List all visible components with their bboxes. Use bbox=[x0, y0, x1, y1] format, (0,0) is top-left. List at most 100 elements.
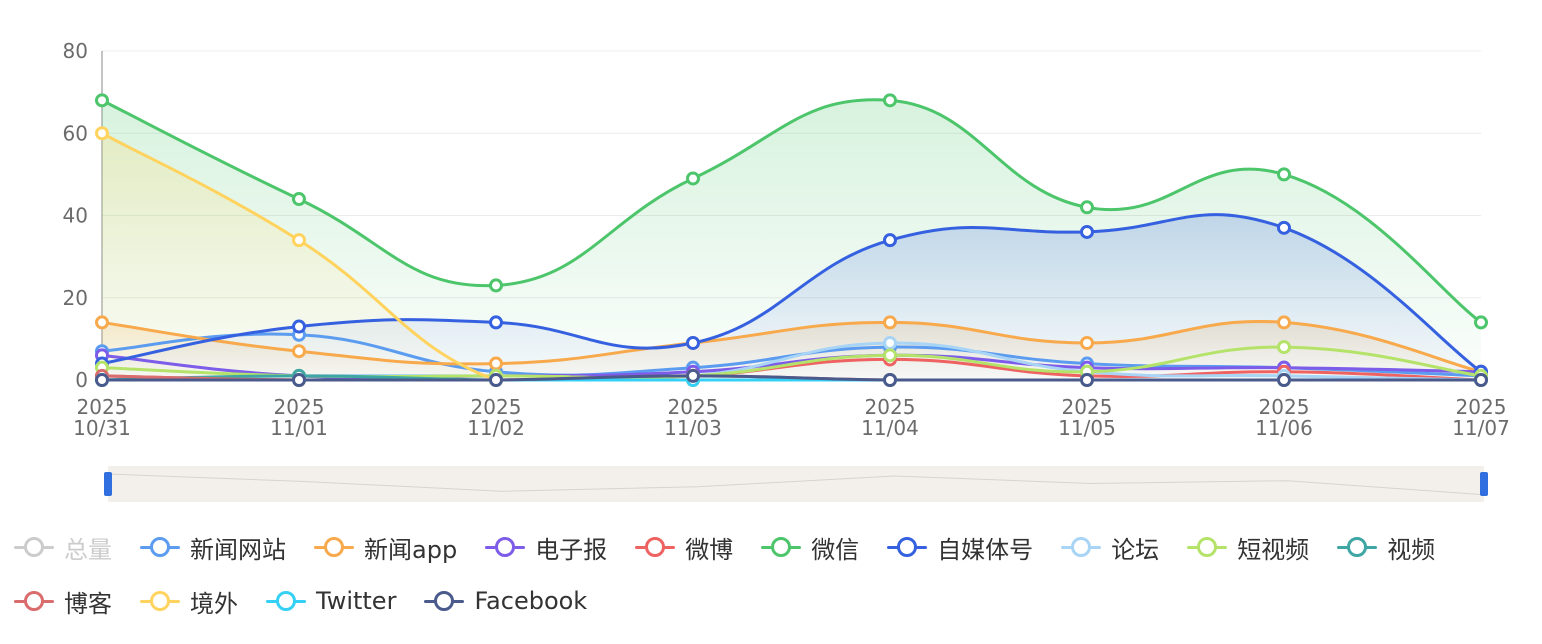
data-point-新闻app[interactable] bbox=[1277, 315, 1291, 330]
x-tick-label-year: 2025 bbox=[1062, 395, 1113, 419]
legend-item[interactable]: 境外 bbox=[140, 584, 238, 619]
legend-item[interactable]: 总量 bbox=[14, 530, 112, 565]
legend-marker-icon bbox=[887, 535, 928, 559]
data-point-新闻app[interactable] bbox=[883, 315, 897, 330]
data-point-自媒体号[interactable] bbox=[686, 335, 700, 350]
data-point-短视频[interactable] bbox=[883, 348, 897, 363]
legend-marker-icon bbox=[140, 535, 180, 559]
legend-marker-icon bbox=[140, 589, 180, 613]
y-tick-label: 20 bbox=[63, 286, 88, 310]
legend-item[interactable]: 新闻app bbox=[314, 530, 457, 565]
data-point-论坛[interactable] bbox=[883, 335, 897, 350]
x-tick-label-year: 2025 bbox=[1259, 395, 1310, 419]
datazoom-preview-line bbox=[107, 473, 1485, 496]
legend-label: 总量 bbox=[64, 535, 112, 564]
legend-label: 境外 bbox=[190, 589, 238, 618]
data-point-自媒体号[interactable] bbox=[1277, 220, 1291, 235]
legend-item[interactable]: 自媒体号 bbox=[887, 530, 1033, 565]
data-point-Facebook[interactable] bbox=[489, 373, 503, 387]
legend-marker-icon bbox=[14, 535, 54, 559]
data-point-微信[interactable] bbox=[686, 171, 700, 186]
x-tick-label-year: 2025 bbox=[274, 395, 325, 419]
legend-item[interactable]: 微信 bbox=[761, 530, 859, 565]
data-point-Facebook[interactable] bbox=[1474, 373, 1488, 387]
legend-marker-icon bbox=[424, 589, 465, 613]
series-line-微信 bbox=[101, 98, 1482, 324]
legend-marker-icon bbox=[14, 589, 54, 613]
datazoom-start-handle[interactable] bbox=[104, 472, 112, 496]
legend-label: 论坛 bbox=[1111, 535, 1160, 564]
legend-marker-icon bbox=[314, 535, 354, 559]
data-point-微信[interactable] bbox=[883, 93, 897, 108]
legend-label: 微博 bbox=[685, 535, 734, 564]
x-tick-label-year: 2025 bbox=[865, 395, 916, 419]
legend-label: 微信 bbox=[811, 535, 860, 564]
x-tick-label-date: 11/06 bbox=[1255, 416, 1313, 440]
x-tick-label-date: 11/04 bbox=[861, 416, 919, 440]
x-tick-label-date: 11/01 bbox=[270, 416, 328, 440]
legend-item[interactable]: 博客 bbox=[14, 584, 112, 619]
legend-item[interactable]: Twitter bbox=[266, 587, 396, 615]
legend-marker-icon bbox=[761, 535, 802, 559]
legend-label: Facebook bbox=[474, 587, 588, 615]
legend-label: 博客 bbox=[64, 589, 112, 618]
data-point-新闻app[interactable] bbox=[292, 344, 306, 359]
data-point-新闻app[interactable] bbox=[95, 315, 109, 330]
series-line-自媒体号 bbox=[101, 213, 1482, 374]
legend-label: 新闻网站 bbox=[190, 535, 286, 564]
legend-item[interactable]: Facebook bbox=[424, 587, 587, 615]
legend-item[interactable]: 短视频 bbox=[1187, 530, 1309, 565]
series-area-境外 bbox=[102, 133, 1481, 380]
legend-label: 视频 bbox=[1387, 535, 1436, 564]
data-point-境外[interactable] bbox=[95, 126, 109, 141]
data-point-微信[interactable] bbox=[489, 278, 503, 293]
data-point-微信[interactable] bbox=[1080, 200, 1094, 215]
data-point-Facebook[interactable] bbox=[292, 373, 306, 387]
x-tick-label-date: 11/03 bbox=[664, 416, 722, 440]
data-point-微信[interactable] bbox=[1277, 167, 1291, 182]
y-tick-label: 80 bbox=[63, 39, 88, 63]
legend-marker-icon bbox=[1337, 535, 1378, 559]
y-tick-label: 0 bbox=[75, 368, 88, 392]
legend-marker-icon bbox=[1187, 535, 1228, 559]
data-point-自媒体号[interactable] bbox=[1080, 224, 1094, 239]
legend-label: 自媒体号 bbox=[937, 535, 1034, 564]
data-point-Facebook[interactable] bbox=[95, 373, 109, 387]
legend-marker-icon bbox=[266, 589, 306, 613]
data-point-Facebook[interactable] bbox=[686, 368, 700, 383]
data-point-新闻app[interactable] bbox=[1080, 335, 1094, 350]
legend-marker-icon bbox=[635, 535, 676, 559]
legend-item[interactable]: 新闻网站 bbox=[140, 530, 286, 565]
x-tick-label-year: 2025 bbox=[668, 395, 719, 419]
data-point-自媒体号[interactable] bbox=[489, 315, 503, 330]
legend-row: 博客 境外 Twitter Facebook bbox=[14, 576, 1534, 626]
series-line-新闻app bbox=[101, 320, 1482, 374]
data-point-自媒体号[interactable] bbox=[883, 233, 897, 248]
data-point-自媒体号[interactable] bbox=[292, 319, 306, 334]
legend-item[interactable]: 视频 bbox=[1337, 530, 1435, 565]
legend-label: 电子报 bbox=[535, 535, 608, 564]
data-point-微信[interactable] bbox=[95, 93, 109, 108]
data-point-新闻app[interactable] bbox=[489, 356, 503, 371]
datazoom-track[interactable] bbox=[108, 466, 1484, 502]
datazoom-end-handle[interactable] bbox=[1480, 472, 1488, 496]
data-point-Facebook[interactable] bbox=[1277, 373, 1291, 387]
legend-item[interactable]: 论坛 bbox=[1061, 530, 1159, 565]
data-point-微信[interactable] bbox=[292, 192, 306, 207]
chart-legend: 总量 新闻网站 新闻app 电子报 微博 微信 自媒体号 论坛 短视频 视频博客 境外 Twitter… bbox=[14, 522, 1534, 630]
data-point-境外[interactable] bbox=[292, 233, 306, 248]
legend-item[interactable]: 电子报 bbox=[485, 530, 607, 565]
legend-marker-icon bbox=[485, 535, 526, 559]
legend-item[interactable]: 微博 bbox=[635, 530, 733, 565]
legend-row: 总量 新闻网站 新闻app 电子报 微博 微信 自媒体号 论坛 短视频 视频 bbox=[14, 522, 1534, 572]
data-point-短视频[interactable] bbox=[1277, 340, 1291, 355]
x-tick-label-year: 2025 bbox=[1456, 395, 1507, 419]
y-tick-label: 60 bbox=[63, 121, 88, 145]
y-tick-label: 40 bbox=[63, 204, 88, 228]
data-point-Facebook[interactable] bbox=[1080, 373, 1094, 387]
data-point-微信[interactable] bbox=[1474, 315, 1488, 330]
legend-label: 新闻app bbox=[364, 535, 458, 564]
data-point-Facebook[interactable] bbox=[883, 373, 897, 387]
legend-label: 短视频 bbox=[1237, 535, 1310, 564]
